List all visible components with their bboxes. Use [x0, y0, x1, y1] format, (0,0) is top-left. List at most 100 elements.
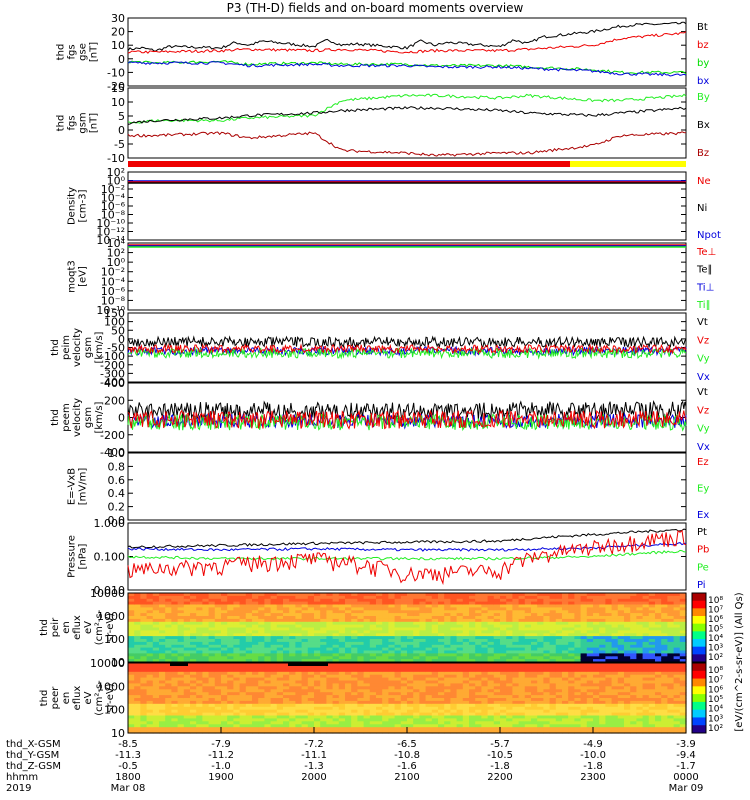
spec-cell	[549, 618, 557, 623]
spec-cell	[289, 621, 296, 626]
spec-cell	[425, 621, 433, 626]
spec-cell	[506, 677, 513, 682]
spec-cell	[227, 674, 234, 679]
spec-cell	[270, 595, 278, 600]
spec-cell	[537, 700, 544, 705]
spec-cell	[555, 641, 563, 646]
spec-cell	[419, 689, 427, 693]
spec-cell	[636, 613, 644, 617]
spec-cell	[636, 601, 644, 606]
spec-cell	[134, 624, 141, 629]
spec-cell	[351, 593, 358, 597]
spec-cell	[208, 613, 216, 617]
legend-Bz: Bz	[697, 148, 709, 159]
spec-cell	[636, 718, 644, 722]
spec-cell	[196, 663, 203, 667]
spec-cell	[245, 601, 253, 606]
spec-cell	[642, 610, 650, 614]
spec-cell	[469, 706, 476, 711]
spec-cell	[264, 630, 272, 634]
spec-cell	[630, 598, 637, 603]
spec-cell	[586, 677, 594, 682]
spec-cell	[283, 604, 290, 608]
spec-cell	[667, 680, 675, 684]
spec-cell	[196, 686, 203, 690]
spec-cell	[332, 647, 340, 652]
spec-cell	[214, 601, 222, 606]
spec-cell	[500, 644, 507, 649]
spec-cell	[667, 641, 675, 646]
spec-cell	[524, 595, 532, 600]
spec-cell	[351, 703, 358, 708]
spec-cell	[636, 610, 644, 614]
spec-cell	[171, 601, 179, 606]
spec-cell	[617, 698, 625, 702]
spec-cell	[289, 712, 296, 717]
spec-cell	[214, 616, 222, 620]
spec-cell	[630, 663, 637, 667]
spec-cell	[140, 683, 148, 687]
spec-cell	[450, 698, 458, 702]
spec-cell	[326, 644, 334, 649]
spec-cell	[239, 677, 247, 682]
spec-cell	[388, 700, 396, 705]
spec-cell	[165, 727, 172, 731]
spec-cell	[419, 674, 427, 679]
spec-cell	[562, 613, 569, 617]
spec-cell	[245, 700, 253, 705]
spec-cell	[233, 598, 241, 603]
spec-cell	[586, 663, 594, 667]
spec-cell	[407, 650, 414, 654]
spec-cell	[400, 656, 408, 660]
spec-cell	[128, 663, 135, 667]
spec-cell	[493, 616, 501, 620]
spec-cell	[580, 659, 588, 663]
spec-cell	[307, 695, 315, 699]
spec-cell	[586, 647, 594, 652]
spec-cell	[469, 695, 476, 699]
spec-cell	[679, 601, 687, 606]
spec-cell	[475, 630, 482, 634]
ytick-label: 10⁻⁴	[101, 275, 126, 288]
spec-cell	[562, 618, 569, 623]
spec-cell	[357, 653, 365, 657]
spec-cell	[140, 653, 148, 657]
spec-cell	[252, 653, 259, 657]
spec-cell	[624, 703, 631, 708]
spec-cell	[673, 621, 681, 626]
spec-cell	[493, 721, 501, 725]
spec-cell	[667, 627, 675, 631]
spec-cell	[673, 671, 681, 676]
spec-cell	[568, 703, 575, 708]
spec-cell	[524, 610, 532, 614]
spec-cell	[462, 624, 470, 629]
spec-cell	[524, 663, 532, 667]
spec-cell	[617, 683, 625, 687]
legend-Vx: Vx	[697, 372, 710, 383]
spec-cell	[469, 689, 476, 693]
spec-cell	[456, 618, 464, 623]
spec-cell	[549, 721, 557, 725]
spec-cell	[469, 663, 476, 667]
spec-cell	[258, 730, 265, 734]
spec-cell	[227, 663, 234, 667]
spec-cell	[239, 724, 247, 728]
spec-cell	[345, 627, 352, 631]
spec-cell	[543, 703, 551, 708]
spec-cell	[481, 593, 489, 597]
spec-cell	[177, 718, 185, 722]
spec-cell	[524, 598, 532, 603]
spec-cell	[574, 647, 582, 652]
spec-cell	[295, 610, 303, 614]
spec-cell	[239, 730, 247, 734]
spec-cell	[270, 665, 278, 670]
spec-cell	[512, 703, 520, 708]
spec-cell	[363, 668, 371, 673]
spec-cell	[475, 595, 482, 600]
spec-cell	[159, 627, 166, 631]
spec-cell	[419, 718, 427, 722]
spec-cell	[586, 683, 594, 687]
spec-cell	[475, 598, 482, 603]
spec-cell	[568, 607, 575, 611]
spec-cell	[134, 689, 141, 693]
